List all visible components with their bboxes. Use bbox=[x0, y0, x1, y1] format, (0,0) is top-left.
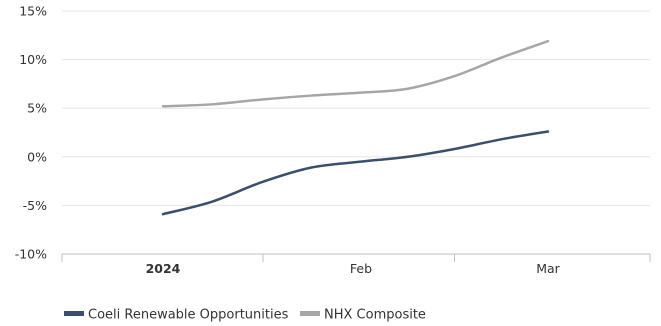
legend-label: Coeli Renewable Opportunities bbox=[88, 308, 289, 323]
legend-label: NHX Composite bbox=[324, 308, 426, 323]
series-line-1 bbox=[161, 130, 550, 216]
grid-layer bbox=[62, 10, 650, 206]
x-tick-label: Mar bbox=[536, 261, 560, 276]
x-tick-label: 2024 bbox=[146, 261, 181, 276]
series-line-2 bbox=[161, 39, 550, 108]
y-tick-label: 0% bbox=[27, 149, 47, 164]
y-tick-label: -5% bbox=[23, 198, 47, 213]
legend-swatch bbox=[300, 311, 320, 316]
series-layer bbox=[161, 39, 550, 216]
x-tick-label: Feb bbox=[350, 261, 372, 276]
y-tick-label: 10% bbox=[19, 52, 47, 67]
y-tick-label: -10% bbox=[15, 247, 47, 262]
legend-swatch bbox=[64, 311, 84, 316]
y-tick-label: 5% bbox=[27, 101, 47, 116]
legend: Coeli Renewable Opportunities NHX Composi… bbox=[64, 308, 426, 323]
axis-layer: 15% 10% 5% 0% -5% -10% 2024 Feb Mar bbox=[15, 4, 651, 276]
y-tick-label: 15% bbox=[19, 4, 47, 19]
